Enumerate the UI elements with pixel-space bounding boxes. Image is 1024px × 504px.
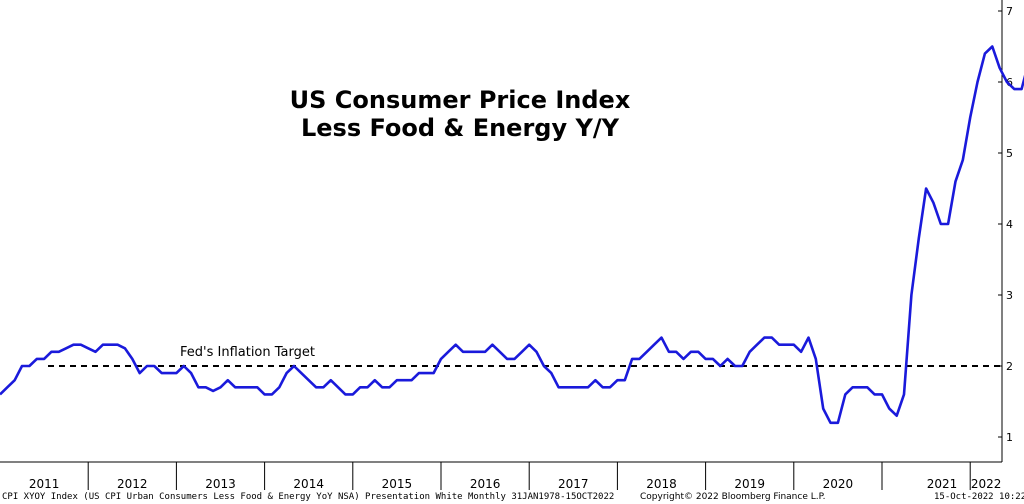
footer-timestamp: 15-Oct-2022 10:22:11: [934, 492, 1024, 502]
x-tick-label-2013: 2013: [205, 477, 236, 491]
x-tick-label-2022: 2022: [971, 477, 1002, 491]
y-tick-label-7: 7: [1006, 5, 1013, 18]
x-tick-label-2014: 2014: [293, 477, 324, 491]
chart-subtitle: Less Food & Energy Y/Y: [300, 114, 619, 142]
y-tick-label-1: 1: [1006, 431, 1013, 444]
footer-copyright: Copyright© 2022 Bloomberg Finance L.P.: [640, 492, 826, 502]
x-tick-label-2020: 2020: [823, 477, 854, 491]
chart-title: US Consumer Price Index: [289, 86, 631, 114]
y-tick-label-4: 4: [1006, 218, 1013, 231]
x-tick-label-2019: 2019: [734, 477, 765, 491]
y-tick-label-3: 3: [1006, 289, 1013, 302]
footer-source: CPI XYOY Index (US CPI Urban Consumers L…: [2, 492, 615, 502]
y-tick-label-2: 2: [1006, 360, 1013, 373]
x-tick-label-2017: 2017: [558, 477, 589, 491]
x-tick-label-2011: 2011: [29, 477, 60, 491]
x-tick-label-2021: 2021: [927, 477, 958, 491]
target-annotation: Fed's Inflation Target: [180, 345, 315, 360]
x-tick-label-2018: 2018: [646, 477, 677, 491]
cpi-series-line: [0, 45, 1024, 425]
x-tick-label-2015: 2015: [382, 477, 413, 491]
y-tick-label-6: 6: [1006, 76, 1013, 89]
x-tick-label-2016: 2016: [470, 477, 501, 491]
y-tick-label-5: 5: [1006, 147, 1013, 160]
x-tick-label-2012: 2012: [117, 477, 148, 491]
